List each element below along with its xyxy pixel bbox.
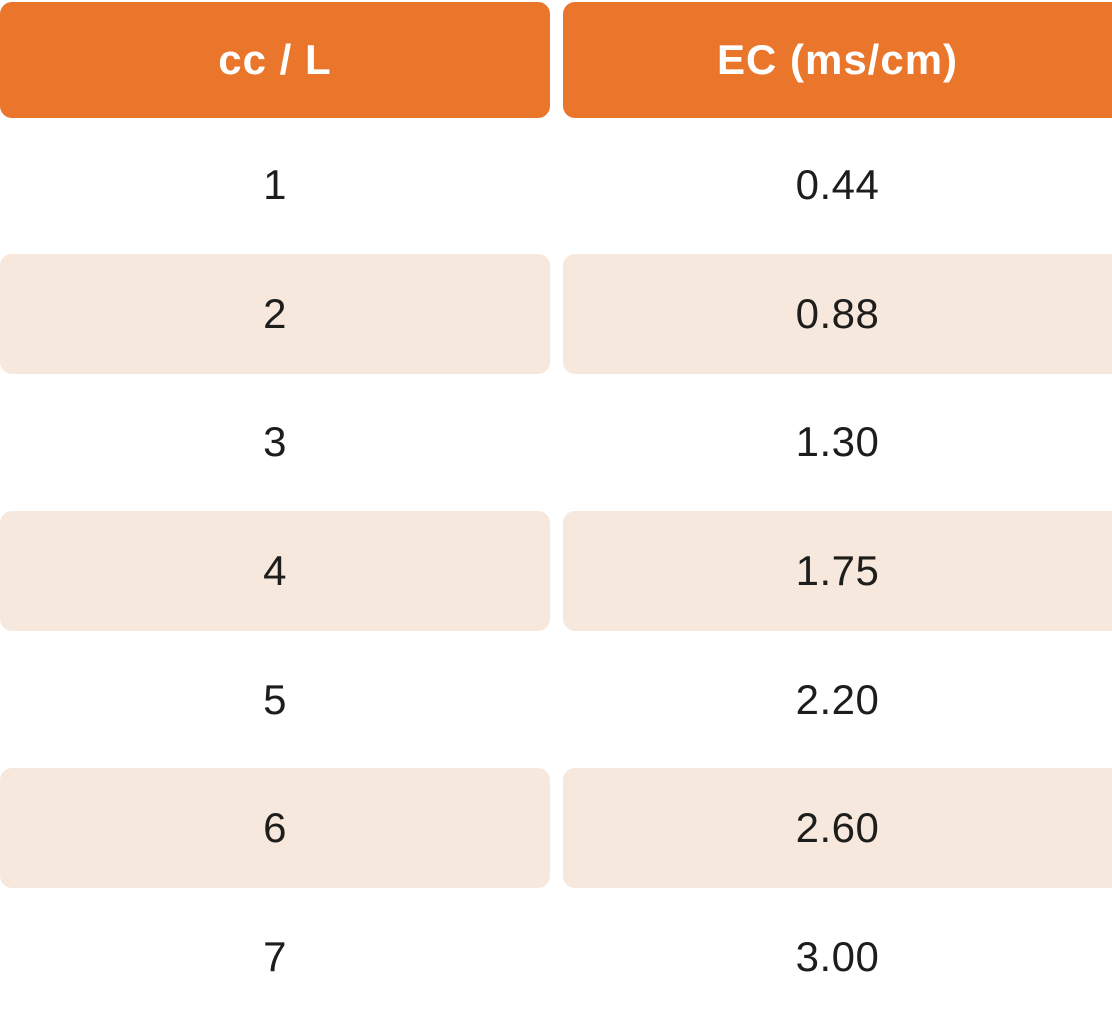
cell-ec-value: 0.88 — [563, 253, 1112, 375]
cell-cc-per-l: 5 — [263, 675, 287, 723]
cell-ec-value: 3.00 — [795, 932, 880, 980]
cell-ec-value: 2.20 — [795, 675, 880, 723]
table-row: 4 1.75 — [0, 507, 1112, 636]
table-row: 3 1.30 — [0, 378, 1112, 507]
cell-cc-per-l: 1 — [263, 161, 287, 209]
cell-ec-value: 0.44 — [795, 161, 880, 209]
cell-cc-per-l: 3 — [263, 418, 287, 466]
cell-ec-value: 2.60 — [563, 767, 1112, 889]
table-row: 5 2.20 — [0, 635, 1112, 764]
table-row: 2 0.88 — [0, 250, 1112, 379]
cell-ec-value: 1.75 — [563, 510, 1112, 632]
table-row: 7 3.00 — [0, 892, 1112, 1021]
table-body: 1 0.44 2 0.88 3 1.30 4 1.75 5 2.20 6 2.60 7 3.00 — [0, 121, 1112, 1021]
cell-ec-value: 1.30 — [795, 418, 880, 466]
cell-cc-per-l: 4 — [0, 510, 550, 632]
column-header-ec: EC (ms/cm) — [563, 2, 1112, 118]
table-row: 6 2.60 — [0, 764, 1112, 893]
cell-cc-per-l: 6 — [0, 767, 550, 889]
cell-cc-per-l: 7 — [263, 932, 287, 980]
column-header-cc-per-l: cc / L — [0, 2, 550, 118]
table-row: 1 0.44 — [0, 121, 1112, 250]
cell-cc-per-l: 2 — [0, 253, 550, 375]
table-header-row: cc / L EC (ms/cm) — [0, 0, 1112, 121]
